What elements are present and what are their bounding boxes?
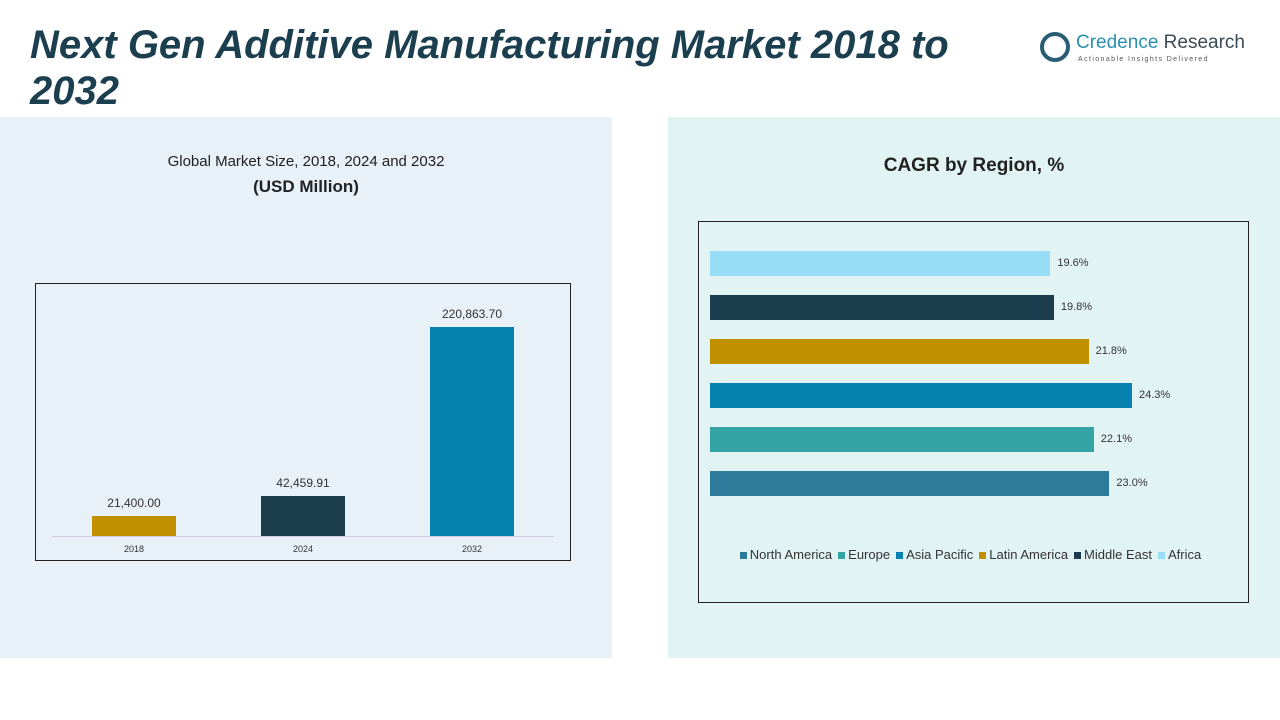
- bar-2018: [92, 515, 176, 536]
- data-label-africa: 19.6%: [1057, 257, 1089, 269]
- logo-name-2: Research: [1158, 32, 1245, 53]
- x-axis-line: [52, 536, 554, 537]
- legend-item: Africa: [1157, 547, 1202, 562]
- legend-swatch: [739, 552, 747, 559]
- cagr-chart: North America Europe Asia Pacific Latin Ame…: [698, 221, 1249, 603]
- bar-latin-america: [710, 339, 1089, 364]
- legend-item: North America: [739, 547, 833, 562]
- market-size-subtitle: (USD Million): [253, 177, 359, 196]
- bar-2024: [261, 495, 345, 536]
- market-size-panel: Global Market Size, 2018, 2024 and 2032 …: [0, 117, 612, 658]
- data-label-2032: 220,863.70: [441, 307, 503, 321]
- legend-swatch: [979, 552, 987, 559]
- data-label-2024: 42,459.91: [276, 475, 330, 490]
- legend-label: North America: [749, 547, 833, 562]
- bar-asia-pacific: [710, 383, 1132, 408]
- legend-item: Middle East: [1074, 547, 1152, 562]
- bar-middle-east: [710, 295, 1054, 320]
- bar-africa: [710, 251, 1051, 276]
- data-label-asia-pacific: 24.3%: [1139, 389, 1171, 401]
- legend-item: Europe: [838, 547, 890, 562]
- legend-label: Middle East: [1084, 547, 1152, 562]
- cagr-title: CAGR by Region, %: [883, 155, 1065, 176]
- logo-icon: [1040, 32, 1070, 62]
- bar-north-america: [710, 471, 1110, 496]
- logo-tagline: Actionable Insights Delivered: [1078, 56, 1209, 63]
- legend-swatch: [1074, 552, 1082, 559]
- legend-label: Africa: [1167, 547, 1202, 562]
- credence-research-logo: Credence Research Actionable Insights De…: [1040, 30, 1255, 70]
- market-size-title: Global Market Size, 2018, 2024 and 2032: [167, 153, 445, 170]
- legend-item: Latin America: [979, 547, 1068, 562]
- x-tick-2032: 2032: [461, 544, 483, 554]
- bar-2032: [430, 327, 514, 536]
- legend-label: Europe: [848, 547, 891, 562]
- legend-swatch: [838, 552, 846, 559]
- market-size-chart: 21,400.00 2018 42,459.91 2024 220,863.70 2032: [35, 283, 571, 561]
- data-label-middle-east: 19.8%: [1060, 301, 1093, 313]
- legend-label: Asia Pacific: [906, 547, 974, 562]
- cagr-legend: North America Europe Asia Pacific Latin Ame…: [699, 547, 1248, 562]
- legend-swatch: [1157, 552, 1165, 559]
- legend-swatch: [896, 552, 904, 559]
- logo-name: Credence: [1076, 32, 1159, 53]
- cagr-panel: CAGR by Region, % North America Europe Asi…: [668, 117, 1280, 658]
- bar-europe: [710, 427, 1094, 452]
- data-label-2018: 21,400.00: [107, 495, 161, 510]
- legend-label: Latin America: [989, 547, 1069, 562]
- legend-item: Asia Pacific: [896, 547, 973, 562]
- data-label-latin-america: 21.8%: [1095, 345, 1127, 357]
- page-title: Next Gen Additive Manufacturing Market 2…: [30, 23, 949, 113]
- x-tick-2024: 2024: [292, 544, 314, 554]
- data-label-europe: 22.1%: [1100, 433, 1132, 445]
- data-label-north-america: 23.0%: [1116, 477, 1148, 489]
- x-tick-2018: 2018: [123, 544, 145, 554]
